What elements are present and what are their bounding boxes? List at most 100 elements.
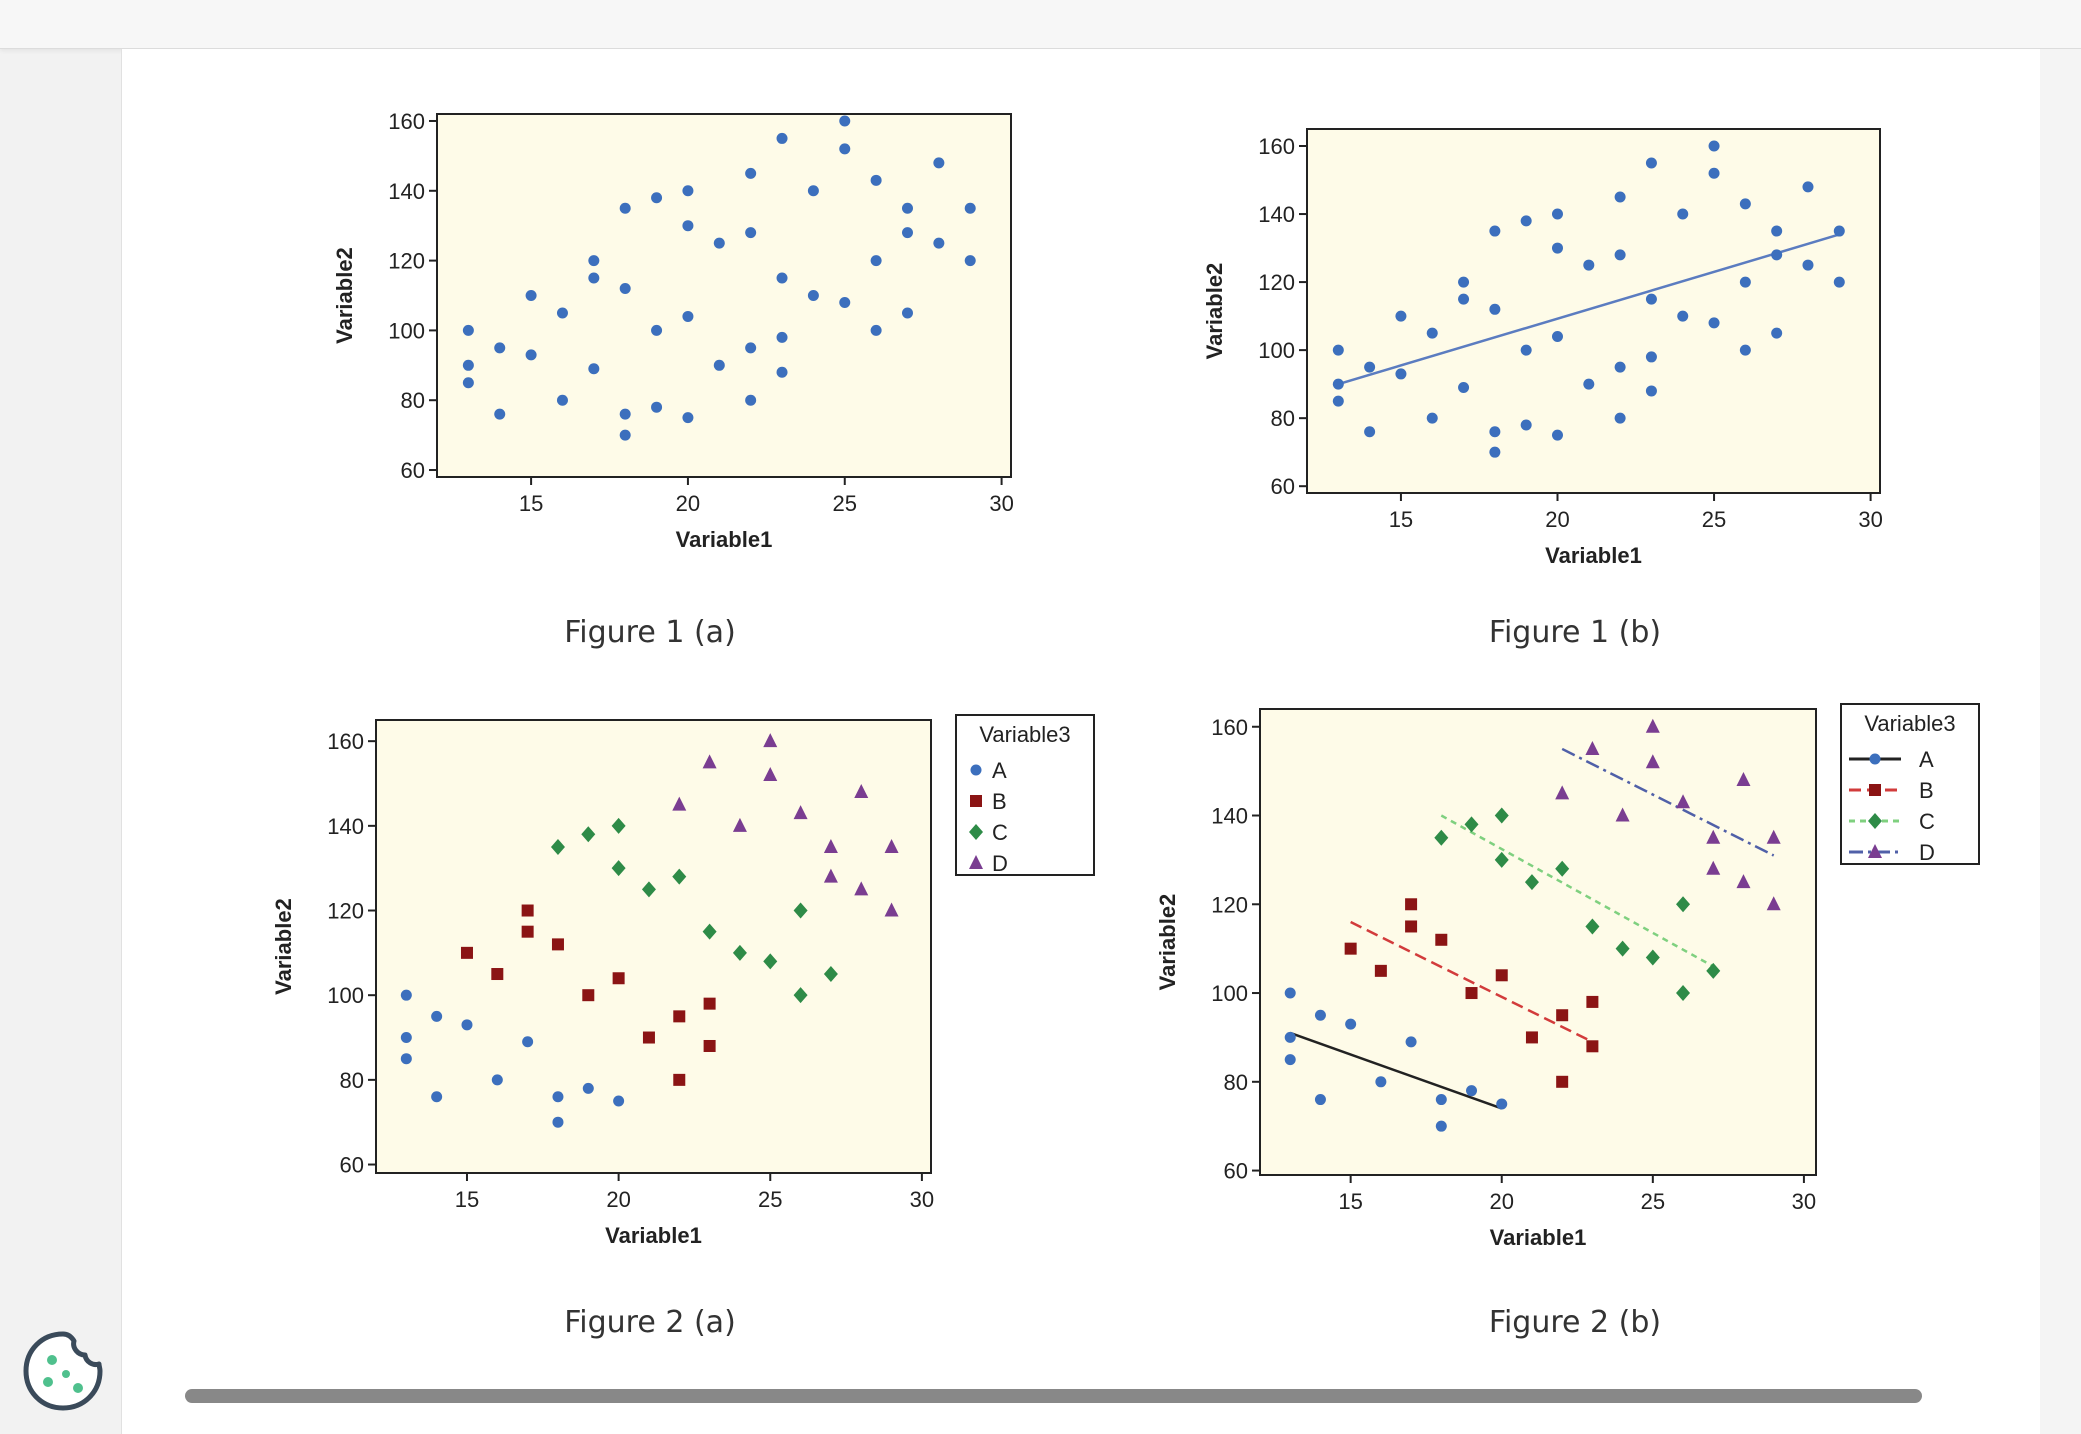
data-point	[1494, 851, 1509, 868]
data-point	[1551, 208, 1563, 220]
y-tick-label: 120	[1258, 270, 1295, 295]
x-tick-label: 20	[676, 491, 700, 516]
data-point	[1364, 361, 1376, 373]
y-tick-label: 140	[1258, 202, 1295, 227]
data-point	[1766, 829, 1781, 844]
data-point	[1706, 829, 1721, 844]
x-tick-label: 25	[833, 491, 857, 516]
data-point	[1614, 249, 1626, 261]
data-point	[1645, 351, 1657, 363]
data-point	[641, 881, 656, 898]
figure-1b-caption: Figure 1 (b)	[1488, 615, 1662, 650]
data-point	[1405, 920, 1418, 933]
data-point	[1520, 215, 1532, 227]
data-point	[1645, 157, 1657, 169]
data-point	[1466, 1085, 1478, 1097]
legend-marker-d	[1868, 844, 1882, 858]
horizontal-scrollbar[interactable]	[185, 1389, 1922, 1403]
plot-area	[1306, 128, 1881, 494]
data-point	[1645, 385, 1657, 397]
legend-title: Variable3	[1864, 711, 1955, 736]
data-point	[619, 202, 631, 214]
data-point	[460, 946, 473, 959]
data-point	[651, 324, 663, 336]
x-tick-label: 20	[1489, 1189, 1513, 1214]
data-point	[745, 167, 757, 179]
top-bar	[0, 0, 2081, 49]
data-point	[1739, 276, 1751, 288]
data-point	[763, 733, 778, 748]
data-point	[682, 220, 694, 232]
legend-label: C	[992, 820, 1008, 845]
legend-marker-b	[970, 795, 982, 807]
data-point	[839, 115, 851, 127]
data-point	[776, 272, 788, 284]
data-point	[673, 1010, 686, 1023]
data-point	[901, 307, 913, 319]
data-point	[1802, 181, 1814, 193]
data-point	[521, 904, 534, 917]
data-point	[588, 272, 600, 284]
x-tick-label: 20	[606, 1187, 630, 1212]
y-tick-label: 120	[388, 249, 425, 274]
data-point	[1833, 276, 1845, 288]
data-point	[556, 394, 568, 406]
data-point	[870, 255, 882, 267]
data-point	[702, 754, 717, 769]
data-point	[1614, 191, 1626, 203]
y-tick-label: 80	[1271, 406, 1295, 431]
data-point	[1364, 426, 1376, 438]
data-point	[1489, 225, 1501, 237]
data-point	[582, 1082, 594, 1094]
fit-line-b	[1350, 920, 1593, 1043]
data-point	[1496, 1098, 1508, 1110]
data-point	[612, 972, 625, 985]
y-axis-label: Variable2	[1202, 263, 1227, 360]
y-tick-label: 100	[1211, 981, 1248, 1006]
data-point	[1494, 807, 1509, 824]
y-tick-label: 100	[388, 318, 425, 343]
data-point	[494, 408, 506, 420]
data-point	[1395, 368, 1407, 380]
y-tick-label: 140	[1211, 804, 1248, 829]
scrollbar-thumb[interactable]	[185, 1389, 1922, 1403]
fit-line-a	[1289, 1031, 1503, 1110]
plot-area	[436, 113, 1012, 478]
data-point	[870, 174, 882, 186]
data-point	[823, 966, 838, 983]
y-tick-label: 60	[340, 1153, 364, 1178]
data-point	[732, 944, 747, 961]
data-point	[682, 412, 694, 424]
data-point	[901, 202, 913, 214]
fit-line	[1337, 233, 1840, 386]
data-point	[702, 923, 717, 940]
data-point	[651, 192, 663, 204]
data-point	[1585, 740, 1600, 755]
x-tick-label: 25	[758, 1187, 782, 1212]
data-point	[823, 839, 838, 854]
data-point	[642, 1031, 655, 1044]
data-point	[1708, 317, 1720, 329]
data-point	[672, 796, 687, 811]
x-tick-label: 30	[910, 1187, 934, 1212]
x-tick-label: 30	[1792, 1189, 1816, 1214]
legend-label: A	[1919, 747, 1934, 772]
data-point	[776, 366, 788, 378]
legend-label: D	[992, 851, 1008, 876]
legend-label: B	[1919, 778, 1934, 803]
data-point	[1555, 860, 1570, 877]
data-point	[611, 817, 626, 834]
x-tick-label: 15	[455, 1187, 479, 1212]
data-point	[745, 227, 757, 239]
cookie-icon[interactable]	[22, 1330, 104, 1412]
data-point	[1614, 361, 1626, 373]
data-point	[400, 1032, 412, 1044]
data-point	[1345, 1018, 1357, 1030]
data-point	[1405, 1036, 1417, 1048]
data-point	[682, 185, 694, 197]
data-point	[1615, 807, 1630, 822]
data-point	[400, 989, 412, 1001]
legend-marker-a	[1869, 753, 1881, 765]
plot-area	[1259, 708, 1817, 1176]
data-point	[619, 283, 631, 295]
